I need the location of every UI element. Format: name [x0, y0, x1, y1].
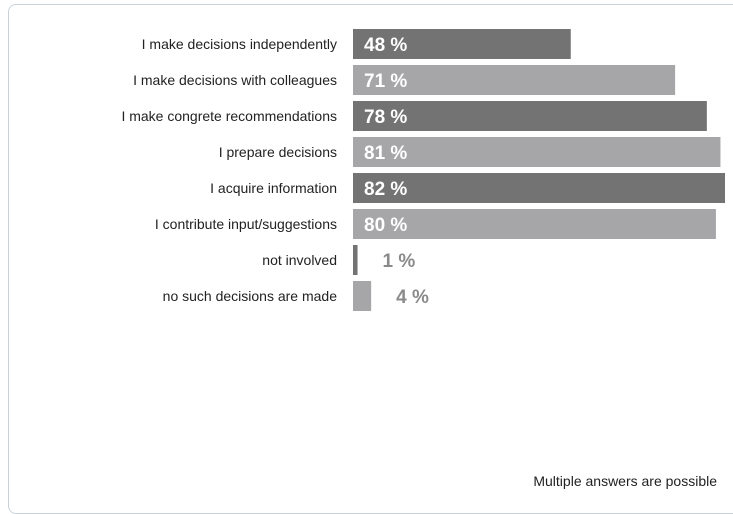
- category-label: I acquire information: [210, 180, 337, 196]
- bar: [353, 245, 358, 275]
- value-label: 1 %: [383, 251, 416, 272]
- value-label: 82 %: [364, 179, 407, 200]
- category-label: not involved: [262, 252, 337, 268]
- category-label: I make decisions independently: [142, 36, 337, 52]
- value-label: 48 %: [364, 35, 407, 56]
- bar-chart: I make decisions independently 48 % I make…: [121, 29, 725, 311]
- bar: [353, 281, 372, 311]
- category-label: no such decisions are made: [163, 288, 338, 304]
- bar: [353, 65, 676, 95]
- category-label: I contribute input/suggestions: [155, 216, 337, 232]
- bar: [353, 137, 721, 167]
- bar: [353, 29, 571, 59]
- bar: [353, 101, 707, 131]
- value-label: 80 %: [364, 215, 407, 236]
- category-label: I make congrete recommendations: [121, 108, 337, 124]
- value-label: 4 %: [396, 287, 429, 308]
- category-label: I prepare decisions: [219, 144, 337, 160]
- value-label: 78 %: [364, 107, 407, 128]
- value-label: 81 %: [364, 143, 407, 164]
- category-label: I make decisions with colleagues: [133, 72, 337, 88]
- footnote: Multiple answers are possible: [533, 473, 717, 489]
- bar: [353, 173, 725, 203]
- value-label: 71 %: [364, 71, 407, 92]
- bar: [353, 209, 716, 239]
